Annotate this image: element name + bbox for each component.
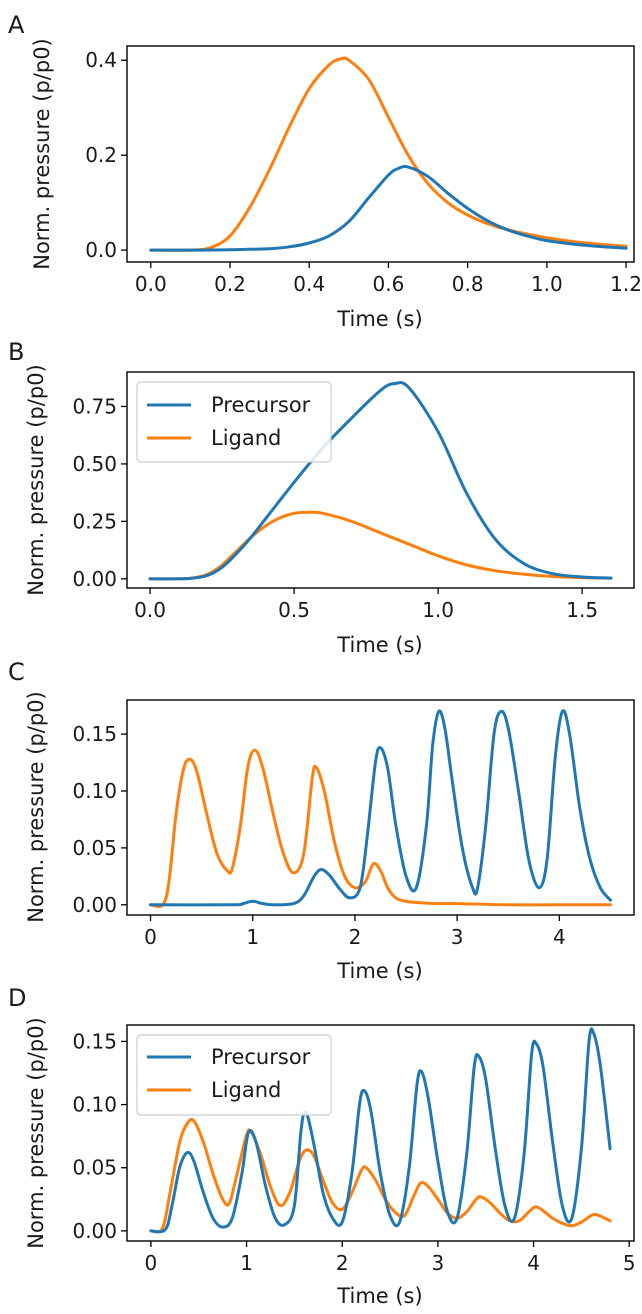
x-tick-label: 4 xyxy=(527,1251,540,1275)
x-tick-label: 1.0 xyxy=(422,598,454,622)
y-axis-label-d: Norm. pressure (p/p0) xyxy=(24,1017,48,1249)
series-b xyxy=(148,381,613,581)
x-tick-label: 0.6 xyxy=(373,272,405,296)
panel-d: D 0 1 2 3 4 5 0.00 0.05 0.10 0.15 Precursor Liga… xyxy=(8,984,636,1308)
y-tick-label: 0.15 xyxy=(72,1029,117,1053)
legend-label-precursor-b: Precursor xyxy=(211,393,311,417)
ligand-line xyxy=(149,1117,612,1234)
x-tick-label: 2 xyxy=(336,1251,349,1275)
x-tick-label: 3 xyxy=(432,1251,445,1275)
x-tick-label: 1.0 xyxy=(531,272,563,296)
x-tick-label: 1.2 xyxy=(610,272,642,296)
y-tick-label: 0.05 xyxy=(72,1156,117,1180)
x-tick-label: 0.0 xyxy=(134,598,166,622)
ligand-line xyxy=(149,748,612,908)
series-d xyxy=(149,1027,612,1234)
y-ticks-c: 0.00 0.05 0.10 0.15 xyxy=(72,722,127,917)
y-axis-label-c: Norm. pressure (p/p0) xyxy=(24,691,48,923)
legend-d: Precursor Ligand xyxy=(136,1034,332,1116)
panel-label-c: C xyxy=(8,658,25,686)
series-c xyxy=(149,709,612,908)
legend-label-ligand-b: Ligand xyxy=(211,426,281,450)
x-ticks-b: 0.0 0.5 1.0 1.5 xyxy=(134,588,598,622)
y-axis-label-b: Norm. pressure (p/p0) xyxy=(24,364,48,596)
x-tick-label: 0.5 xyxy=(278,598,310,622)
precursor-line xyxy=(149,165,628,252)
y-tick-label: 0.00 xyxy=(72,567,117,591)
x-axis-label-d: Time (s) xyxy=(336,1284,422,1308)
panel-c: C 0 1 2 3 4 0.00 0.05 0.10 0.15 Time (s) Norm. … xyxy=(8,658,635,983)
x-tick-label: 4 xyxy=(553,925,566,949)
y-tick-label: 0.50 xyxy=(72,452,117,476)
x-tick-label: 0.0 xyxy=(135,272,167,296)
x-axis-label-a: Time (s) xyxy=(336,307,422,331)
x-tick-label: 0 xyxy=(145,1251,158,1275)
precursor-line xyxy=(149,709,612,907)
y-ticks-a: 0.0 0.2 0.4 xyxy=(85,48,127,262)
precursor-line xyxy=(149,1027,612,1234)
y-ticks-b: 0.00 0.25 0.50 0.75 xyxy=(72,394,127,591)
x-ticks-a: 0.0 0.2 0.4 0.6 0.8 1.0 1.2 xyxy=(135,262,642,296)
x-tick-label: 1 xyxy=(240,1251,253,1275)
y-tick-label: 0.4 xyxy=(85,48,117,72)
y-tick-label: 0.00 xyxy=(72,1219,117,1243)
x-tick-label: 3 xyxy=(451,925,464,949)
y-tick-label: 0.25 xyxy=(72,509,117,533)
x-tick-label: 1 xyxy=(246,925,259,949)
x-axis-label-c: Time (s) xyxy=(336,959,422,983)
x-tick-label: 1.5 xyxy=(566,598,598,622)
x-tick-label: 5 xyxy=(623,1251,636,1275)
x-axis-label-b: Time (s) xyxy=(336,633,422,657)
ligand-line xyxy=(148,510,613,581)
x-tick-label: 2 xyxy=(349,925,362,949)
plot-frame-c xyxy=(126,699,635,916)
legend-frame-d xyxy=(136,1034,332,1116)
plot-frame-d xyxy=(126,1024,635,1242)
y-tick-label: 0.15 xyxy=(72,722,117,746)
panel-label-d: D xyxy=(8,984,26,1012)
legend-label-precursor-d: Precursor xyxy=(211,1045,311,1069)
panel-label-b: B xyxy=(8,338,24,366)
panel-b: B 0.0 0.5 1.0 1.5 0.00 0.25 0.50 0.75 Precurso… xyxy=(8,338,635,657)
series-a xyxy=(149,56,628,252)
x-ticks-c: 0 1 2 3 4 xyxy=(144,915,566,949)
plot-frame-a xyxy=(126,45,635,263)
y-tick-label: 0.0 xyxy=(85,238,117,262)
y-tick-label: 0.00 xyxy=(72,893,117,917)
precursor-line xyxy=(148,381,613,581)
legend-label-ligand-d: Ligand xyxy=(211,1078,281,1102)
y-tick-label: 0.10 xyxy=(72,779,117,803)
y-tick-label: 0.10 xyxy=(72,1093,117,1117)
plot-frame-b xyxy=(126,371,635,589)
ligand-line xyxy=(149,56,628,252)
x-tick-label: 0.8 xyxy=(452,272,484,296)
x-tick-label: 0.4 xyxy=(293,272,325,296)
y-axis-label-a: Norm. pressure (p/p0) xyxy=(30,38,54,270)
x-tick-label: 0.2 xyxy=(214,272,246,296)
panel-label-a: A xyxy=(8,11,25,39)
legend-frame-b xyxy=(136,381,332,463)
y-tick-label: 0.2 xyxy=(85,143,117,167)
y-tick-label: 0.05 xyxy=(72,836,117,860)
legend-b: Precursor Ligand xyxy=(136,381,332,463)
panel-a: A 0.0 0.2 0.4 0.6 0.8 1.0 1.2 0.0 0.2 0.4 Time (… xyxy=(8,11,642,331)
x-tick-label: 0 xyxy=(144,925,157,949)
x-ticks-d: 0 1 2 3 4 5 xyxy=(145,1241,636,1275)
y-ticks-d: 0.00 0.05 0.10 0.15 xyxy=(72,1029,127,1243)
y-tick-label: 0.75 xyxy=(72,394,117,418)
